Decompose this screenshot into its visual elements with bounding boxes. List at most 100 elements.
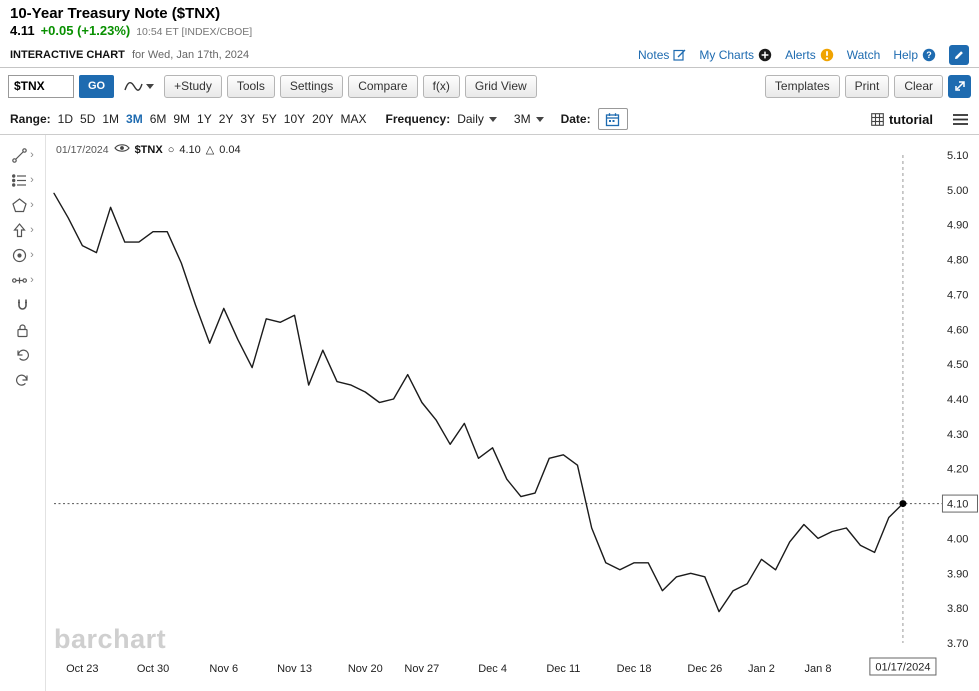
- range-1m[interactable]: 1M: [102, 112, 120, 126]
- svg-text:?: ?: [926, 50, 932, 60]
- annotations-tool[interactable]: ›: [5, 170, 41, 190]
- crosshair-date-box: [869, 657, 937, 676]
- symbol-input[interactable]: [8, 74, 74, 98]
- x-axis-label: Nov 20: [348, 663, 383, 675]
- tutorial-link[interactable]: tutorial: [871, 112, 933, 127]
- y-axis-label: 3.90: [947, 568, 968, 580]
- range-9m[interactable]: 9M: [173, 112, 191, 126]
- chart-date-text: for Wed, Jan 17th, 2024: [131, 48, 250, 61]
- x-axis-label: Dec 18: [617, 663, 652, 675]
- link-help[interactable]: Help ?: [893, 48, 936, 62]
- grid-view-button[interactable]: Grid View: [464, 74, 537, 98]
- notes-icon: [673, 49, 686, 61]
- link-alerts[interactable]: Alerts: [785, 48, 834, 62]
- range-2y[interactable]: 2Y: [218, 112, 234, 126]
- chevron-right-icon: ›: [30, 273, 34, 286]
- current-price-label-box: [941, 494, 978, 513]
- lock-tool[interactable]: [5, 320, 41, 340]
- x-axis-label: Nov 13: [277, 663, 312, 675]
- subheader-links: Notes My Charts Alerts Watch Help ?: [638, 44, 969, 65]
- tutorial-label: tutorial: [888, 111, 933, 127]
- range-20y[interactable]: 20Y: [312, 112, 334, 126]
- legend-symbol: $TNX: [134, 143, 163, 156]
- series-line: [53, 192, 904, 613]
- chart-legend: 01/17/2024 $TNX ○ 4.10 △ 0.04: [56, 143, 241, 157]
- x-axis-label: Oct 30: [137, 663, 169, 675]
- undo-button[interactable]: [5, 345, 41, 365]
- eye-icon[interactable]: [113, 143, 130, 156]
- tools-button[interactable]: Tools: [226, 74, 275, 98]
- help-icon: ?: [922, 48, 936, 61]
- templates-button[interactable]: Templates: [764, 74, 840, 98]
- expand-chart-button[interactable]: [948, 74, 971, 98]
- range-5d[interactable]: 5D: [80, 112, 96, 126]
- clear-button[interactable]: Clear: [894, 74, 943, 98]
- grid-icon: [871, 112, 884, 126]
- crosshair-date-label: 01/17/2024: [56, 143, 109, 156]
- print-button[interactable]: Print: [844, 74, 890, 98]
- annotate-button[interactable]: [949, 44, 969, 65]
- x-axis-label: Dec 26: [687, 663, 722, 675]
- calendar-button[interactable]: [597, 108, 628, 130]
- calendar-icon: [605, 112, 620, 126]
- price-change: +0.05 (+1.23%): [40, 23, 131, 38]
- x-axis-label: Dec 4: [478, 663, 507, 675]
- range-10y[interactable]: 10Y: [283, 112, 306, 126]
- trendline-tool[interactable]: ›: [5, 145, 41, 165]
- quote-line: 4.11 +0.05 (+1.23%) 10:54 ET [INDEX/CBOE…: [10, 23, 969, 38]
- range-5y[interactable]: 5Y: [262, 112, 277, 126]
- polygon-icon: [12, 197, 27, 212]
- x-axis-label: Dec 11: [546, 663, 580, 675]
- y-axis-label: 4.50: [947, 359, 968, 371]
- range-3m[interactable]: 3M: [126, 112, 143, 126]
- x-axis-label: Jan 8: [805, 663, 832, 675]
- x-axis-label: Nov 27: [404, 663, 439, 675]
- undo-icon: [17, 349, 29, 361]
- fx-button[interactable]: f(x): [422, 74, 460, 98]
- chart-region: › › › › › ›: [0, 135, 979, 691]
- y-axis-label: 4.80: [947, 255, 968, 267]
- my-charts-label: My Charts: [699, 47, 755, 62]
- compare-button[interactable]: Compare: [348, 74, 418, 98]
- y-axis-label: 5.00: [947, 185, 968, 197]
- settings-button[interactable]: Settings: [279, 74, 344, 98]
- chart-type-dropdown[interactable]: [119, 79, 159, 94]
- redo-icon: [16, 374, 28, 386]
- range-3y[interactable]: 3Y: [240, 112, 256, 126]
- help-label: Help: [893, 47, 918, 62]
- chart-plot-area: barchart 5.10 5.00 4.90 4.80 4.70 4.60 4.50 4.40…: [46, 135, 979, 691]
- chevron-right-icon: ›: [30, 198, 34, 211]
- y-axis-label: 4.70: [947, 289, 968, 301]
- add-study-button[interactable]: +Study: [164, 74, 222, 98]
- price-chart[interactable]: barchart 5.10 5.00 4.90 4.80 4.70 4.60 4.50 4.40…: [46, 135, 979, 691]
- y-axis-label: 4.40: [947, 394, 968, 406]
- shapes-tool[interactable]: ›: [5, 195, 41, 215]
- alert-icon: [820, 48, 833, 61]
- frequency-select[interactable]: Daily: [457, 112, 497, 126]
- x-axis-label: Nov 6: [209, 663, 238, 675]
- ellipse-tool[interactable]: ›: [5, 245, 41, 265]
- chevron-right-icon: ›: [30, 173, 34, 186]
- popout-arrow-icon: [954, 81, 965, 91]
- period-select[interactable]: 3M: [514, 112, 544, 126]
- trendline-icon: [12, 147, 27, 163]
- current-price-label: 4.10: [947, 499, 968, 511]
- magnet-tool[interactable]: [5, 295, 41, 315]
- link-my-charts[interactable]: My Charts: [699, 48, 772, 62]
- legend-change: 0.04: [219, 143, 241, 156]
- range-1d[interactable]: 1D: [57, 112, 74, 126]
- redo-button[interactable]: [5, 370, 41, 390]
- measure-tool[interactable]: ›: [5, 270, 41, 290]
- range-6m[interactable]: 6M: [149, 112, 167, 126]
- menu-button[interactable]: [952, 113, 969, 126]
- arrow-tool[interactable]: ›: [5, 220, 41, 240]
- go-button[interactable]: GO: [79, 74, 115, 98]
- line-style-icon: [124, 81, 143, 91]
- link-watch[interactable]: Watch: [847, 48, 881, 62]
- range-max[interactable]: MAX: [340, 112, 367, 126]
- interactive-chart-heading: INTERACTIVE CHART for Wed, Jan 17th, 202…: [10, 49, 249, 61]
- link-notes[interactable]: Notes: [638, 48, 686, 62]
- chevron-down-icon: [535, 116, 544, 122]
- range-1y[interactable]: 1Y: [197, 112, 212, 126]
